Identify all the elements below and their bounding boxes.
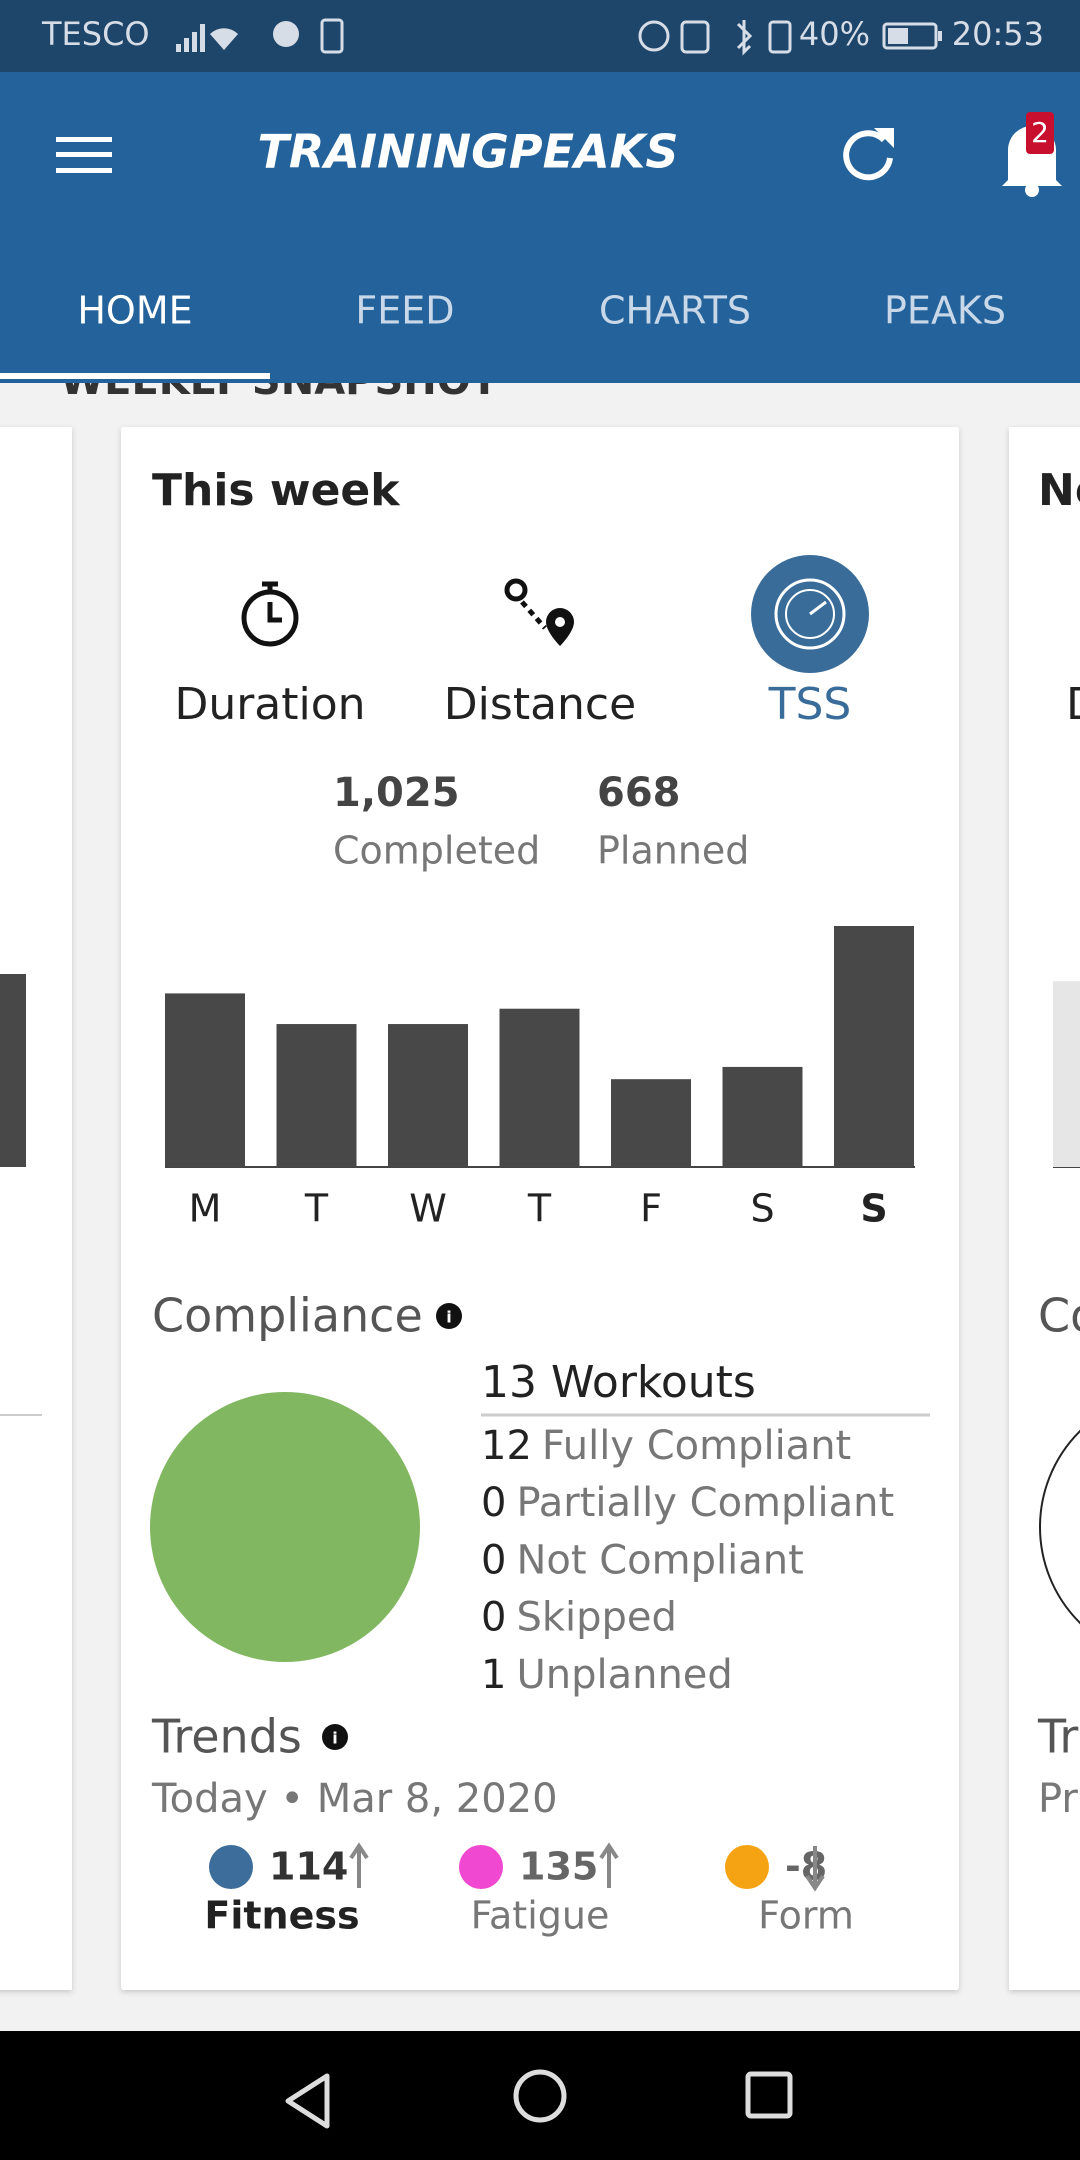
tab[interactable]: FEED: [355, 289, 454, 333]
bar: [388, 1024, 468, 1167]
label: Skipped: [516, 1595, 676, 1641]
trend-label: Form: [758, 1894, 854, 1938]
day-label: F: [640, 1187, 662, 1231]
workouts-total: 13 Workouts: [481, 1357, 756, 1408]
info-icon[interactable]: [436, 1303, 462, 1329]
info-glyph: i: [446, 1308, 451, 1327]
tabs: HOME FEED CHARTS PEAKS: [77, 289, 1006, 333]
metric-label[interactable]: Duration: [174, 679, 365, 730]
trend-dot: [725, 1845, 769, 1889]
compliance-item: 1 Unplanned: [481, 1652, 733, 1698]
day-label: T: [527, 1187, 552, 1231]
distance-icon[interactable]: [504, 578, 574, 646]
info-glyph: i: [332, 1729, 337, 1748]
section-title: Co: [1038, 1289, 1080, 1343]
card-title: Ne: [1038, 465, 1080, 516]
compliance-item: 12 Fully Compliant: [481, 1423, 851, 1469]
recents-button[interactable]: [745, 2071, 793, 2119]
section-title: Compliance: [152, 1289, 423, 1343]
trend-value: 114: [269, 1845, 348, 1889]
carrier: TESCO: [41, 15, 150, 53]
day-label: S: [860, 1187, 887, 1231]
trend-dot: [209, 1845, 253, 1889]
count: 0: [481, 1480, 506, 1526]
bar: [165, 993, 245, 1167]
trend-arrow: [599, 1842, 619, 1888]
label: Partially Compliant: [516, 1480, 894, 1526]
tab[interactable]: CHARTS: [599, 289, 751, 333]
partial-bar: [1053, 981, 1080, 1167]
label: Unplanned: [516, 1652, 732, 1698]
metric-label: D: [1066, 679, 1080, 730]
planned-label: Planned: [597, 829, 749, 873]
day-label: T: [304, 1187, 329, 1231]
bar: [834, 926, 914, 1167]
count: 12: [481, 1423, 532, 1469]
bar: [276, 1024, 357, 1167]
compliance-item: 0 Skipped: [481, 1595, 677, 1641]
status-bar: [0, 0, 1080, 72]
trend-arrow: [349, 1842, 369, 1888]
metric-label[interactable]: Distance: [444, 679, 636, 730]
trend-label: Fatigue: [471, 1894, 610, 1938]
card-title: This week: [152, 465, 401, 516]
bar: [611, 1079, 691, 1167]
day-label: M: [189, 1187, 222, 1231]
logo: TRAININGPEAKS: [258, 125, 679, 179]
label: Fully Compliant: [542, 1423, 851, 1469]
trend-dot: [459, 1845, 503, 1889]
trend-label: Fitness: [204, 1894, 359, 1938]
trend-arrow: [805, 1846, 825, 1892]
side-cards: Ne D Co Tr Pr WEEKLY SNAPSHOT: [0, 358, 1080, 1990]
notifications-button[interactable]: [1002, 112, 1062, 197]
compliance-item: 0 Partially Compliant: [481, 1480, 894, 1526]
compliance-circle: [1039, 1429, 1080, 1625]
section-title: Trends: [151, 1710, 302, 1764]
count: 0: [481, 1537, 506, 1583]
info-icon[interactable]: [322, 1724, 348, 1750]
home-button[interactable]: [513, 2069, 567, 2123]
metric-label[interactable]: TSS: [768, 679, 852, 730]
header: [0, 72, 1080, 383]
notification-badge: 2: [1031, 116, 1049, 149]
time: 20:53: [952, 15, 1044, 53]
tab[interactable]: PEAKS: [884, 289, 1006, 333]
section-title: WEEKLY SNAPSHOT: [60, 358, 499, 404]
tab[interactable]: HOME: [77, 289, 192, 333]
duration-icon[interactable]: [241, 581, 299, 647]
compliance-pie: [150, 1392, 420, 1662]
completed-label: Completed: [333, 829, 540, 873]
bar: [722, 1066, 803, 1167]
trend-value: 135: [519, 1845, 598, 1889]
day-label: W: [409, 1187, 447, 1231]
menu-button[interactable]: [56, 137, 112, 173]
day-label: S: [750, 1187, 774, 1231]
back-button[interactable]: [285, 2073, 330, 2129]
completed-value: 1,025: [333, 770, 460, 816]
compliance-item: 0 Not Compliant: [481, 1537, 804, 1583]
section-title: Tr: [1037, 1710, 1078, 1764]
count: 0: [481, 1595, 506, 1641]
left-card: [0, 427, 72, 1990]
refresh-button[interactable]: [843, 128, 894, 181]
status-icons: [176, 18, 942, 56]
tab-indicator: [0, 373, 270, 379]
partial-bar: [0, 973, 26, 1167]
right-card: [1009, 427, 1080, 1990]
label: Not Compliant: [516, 1537, 803, 1583]
planned-value: 668: [597, 770, 681, 816]
nav-bar: [0, 2031, 1080, 2160]
date: Today • Mar 8, 2020: [151, 1776, 558, 1822]
battery: 40%: [799, 15, 870, 53]
date: Pr: [1038, 1776, 1078, 1822]
count: 1: [481, 1652, 506, 1698]
tss-icon[interactable]: [751, 555, 869, 673]
bar: [499, 1008, 580, 1167]
